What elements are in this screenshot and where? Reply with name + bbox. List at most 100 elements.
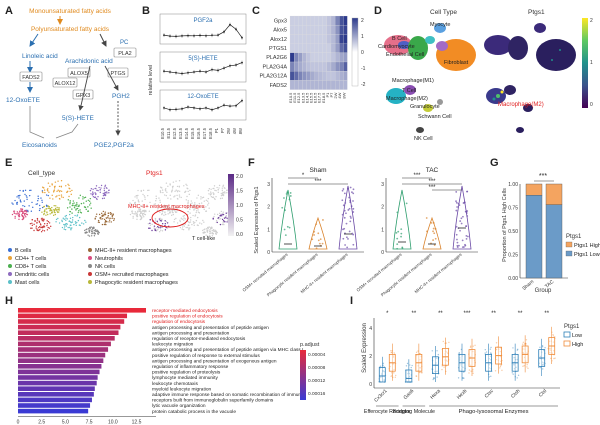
i-ytick: 0 xyxy=(369,382,372,388)
e-cell-point xyxy=(101,212,103,215)
e-expr-point xyxy=(169,211,171,213)
e-expr-point xyxy=(212,192,214,194)
e-cell-point xyxy=(107,212,109,214)
h-bar xyxy=(18,347,109,352)
e-cell-point xyxy=(69,217,72,220)
e-cell-point xyxy=(58,185,61,188)
e-cell-point xyxy=(58,194,60,197)
c-cell xyxy=(326,71,332,81)
e-cell-point xyxy=(56,208,58,211)
i-point xyxy=(523,365,525,367)
c-cell xyxy=(335,52,340,63)
g-bar-high xyxy=(545,183,563,205)
e-expr-point xyxy=(135,195,138,197)
e-cell-point xyxy=(63,218,65,220)
e-cell-point xyxy=(34,220,36,223)
h-term-label: adaptive immune response based on somati… xyxy=(152,392,304,398)
e-expr-point xyxy=(212,196,215,198)
e-expr-point xyxy=(180,196,182,199)
e-cell-point xyxy=(97,232,99,235)
e-expr-point xyxy=(139,215,142,217)
e-expr-point xyxy=(178,194,181,196)
e-legend-swatch xyxy=(8,272,12,276)
e-cell-point xyxy=(88,227,91,229)
i-point xyxy=(495,342,498,344)
e-expr-point xyxy=(185,226,187,229)
panel-d-letter: D xyxy=(374,5,382,17)
e-expr-point xyxy=(197,211,200,213)
e-expr-point xyxy=(217,188,219,191)
d-label-mac1: Macrophage(M1) xyxy=(392,78,434,84)
e-expr-point xyxy=(153,227,155,229)
e-expr-point xyxy=(161,205,164,208)
i-sig-label: *** xyxy=(463,311,471,317)
e-cell-point xyxy=(54,181,57,183)
e-expr-point xyxy=(147,223,150,225)
c-col-label: E15.5 xyxy=(309,92,314,103)
i-point xyxy=(448,341,450,344)
e-cell-point xyxy=(71,204,73,207)
e-cell-point xyxy=(100,184,103,187)
c-cell xyxy=(298,43,303,53)
e-cell-point xyxy=(11,213,14,216)
c-cell xyxy=(326,34,332,44)
i-point xyxy=(469,364,472,367)
i-point xyxy=(490,346,492,349)
e-cell-point xyxy=(104,185,106,188)
i-point xyxy=(382,364,384,366)
i-point xyxy=(549,349,552,351)
c-cell xyxy=(302,61,307,72)
e-expr-point xyxy=(193,222,195,225)
i-point xyxy=(383,371,385,373)
f-point xyxy=(465,234,468,237)
e-cell-point xyxy=(45,208,48,210)
panel-b-ylabel: relative level xyxy=(148,65,154,96)
e-cell-point xyxy=(69,224,72,226)
h-term-label: receptor-mediated endocytosis xyxy=(152,308,218,314)
f-point xyxy=(455,233,458,236)
i-point xyxy=(488,376,491,378)
e-colorbar-tick: 0.0 xyxy=(236,232,243,238)
i-point xyxy=(462,366,464,369)
e-expr-point xyxy=(167,197,169,199)
e-cell-point xyxy=(71,227,73,229)
g-legend-swatch xyxy=(565,241,573,248)
e-expr-point xyxy=(220,210,223,213)
e-cell-point xyxy=(85,208,87,211)
d-label-fibro: Fibroblast xyxy=(444,60,469,66)
e-cell-point xyxy=(49,197,51,199)
e-cell-point xyxy=(104,192,106,195)
e-expr-point xyxy=(171,209,174,212)
e-expr-point xyxy=(187,210,190,213)
panel-g-letter: G xyxy=(490,157,499,169)
c-cell xyxy=(330,52,336,63)
e-expr-point xyxy=(207,189,210,192)
e-expr-point xyxy=(211,227,213,229)
c-gene-label: PLA2G12A xyxy=(259,74,287,80)
e-cell-point xyxy=(77,205,79,207)
e-expr-point xyxy=(200,196,202,198)
e-expr-point xyxy=(164,205,166,208)
e-cell-point xyxy=(53,187,56,189)
e-cell-point xyxy=(58,209,60,211)
e-cell-point xyxy=(70,193,72,196)
panel-h-letter: H xyxy=(5,295,13,307)
i-point xyxy=(437,353,440,356)
e-expr-point xyxy=(157,207,159,210)
e-cell-point xyxy=(18,211,21,213)
e-expr-point xyxy=(153,225,156,227)
e-cell-point xyxy=(39,207,41,210)
e-expr-point xyxy=(144,213,147,216)
c-cell xyxy=(306,71,311,81)
i-point xyxy=(419,359,421,361)
i-point xyxy=(433,377,435,380)
e-expr-point xyxy=(181,228,183,230)
h-term-label: antigen processing and presentation of e… xyxy=(152,358,277,364)
e-expr-point xyxy=(132,199,134,202)
e-expr-point xyxy=(226,192,228,194)
e-cell-point xyxy=(94,196,97,198)
i-point xyxy=(500,347,502,349)
e-expr-point xyxy=(158,231,161,233)
i-point xyxy=(537,366,540,369)
